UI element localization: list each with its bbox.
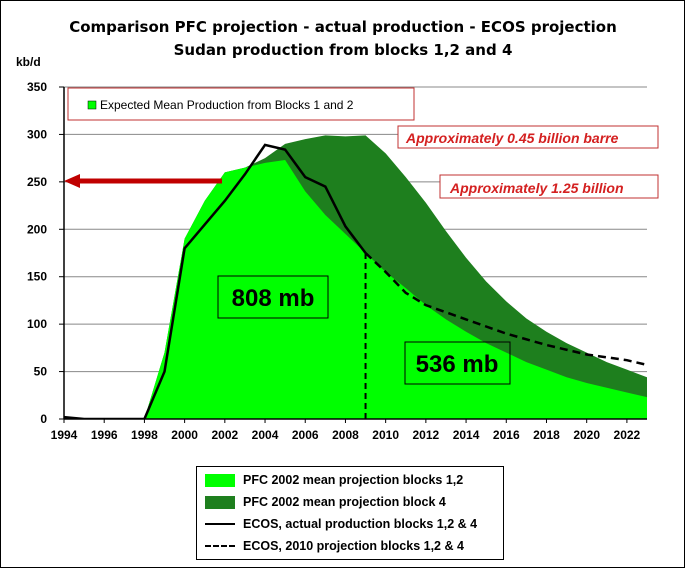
- y-tick-label: 300: [27, 127, 47, 141]
- y-tick-label: 150: [27, 270, 47, 284]
- x-tick-label: 2022: [614, 428, 641, 442]
- x-tick-label: 2008: [332, 428, 359, 442]
- y-tick-label: 200: [27, 222, 47, 236]
- chart-title: Comparison PFC projection - actual produ…: [69, 18, 617, 36]
- x-tick-label: 2006: [292, 428, 319, 442]
- legend-item-pfc-block-4: PFC 2002 mean projection block 4: [205, 493, 446, 511]
- volume-box-2: [404, 341, 511, 385]
- legend-swatch-dashed-line: [205, 545, 235, 547]
- legend-swatch-dark-green: [205, 495, 235, 509]
- legend: PFC 2002 mean projection blocks 1,2 PFC …: [196, 466, 504, 560]
- red-label-box-1: [397, 125, 659, 149]
- x-tick-label: 1998: [131, 428, 158, 442]
- y-tick-label: 350: [27, 80, 47, 94]
- area-pfc-blocks-1-2: [64, 160, 647, 419]
- legend-swatch-light-green: [205, 473, 235, 487]
- legend-label: ECOS, actual production blocks 1,2 & 4: [243, 517, 478, 531]
- red-label-1: Approximately 0.45 billion barre: [405, 130, 619, 146]
- y-tick-label: 50: [34, 365, 48, 379]
- x-tick-label: 2010: [372, 428, 399, 442]
- legend-label: ECOS, 2010 projection blocks 1,2 & 4: [243, 539, 464, 553]
- y-tick-label: 0: [40, 412, 47, 426]
- y-tick-label: 100: [27, 317, 47, 331]
- x-tick-label: 2002: [211, 428, 238, 442]
- volume-label-2: 536 mb: [416, 351, 499, 378]
- plot-area: [64, 135, 647, 419]
- x-tick-label: 2004: [252, 428, 279, 442]
- x-tick-label: 2016: [493, 428, 520, 442]
- legend-label: PFC 2002 mean projection blocks 1,2: [243, 473, 464, 487]
- legend-item-pfc-blocks-1-2: PFC 2002 mean projection blocks 1,2: [205, 471, 463, 489]
- volume-label-1: 808 mb: [232, 285, 315, 312]
- red-label-2: Approximately 1.25 billion: [449, 180, 624, 196]
- annotation-box-swatch: [87, 100, 97, 110]
- x-tick-label: 1994: [51, 428, 78, 442]
- x-tick-label: 1996: [91, 428, 118, 442]
- x-tick-label: 2012: [413, 428, 440, 442]
- y-axis-label: kb/d: [16, 55, 41, 69]
- red-arrow-head: [64, 174, 80, 188]
- legend-item-ecos-projection: ECOS, 2010 projection blocks 1,2 & 4: [205, 537, 464, 555]
- legend-item-ecos-actual: ECOS, actual production blocks 1,2 & 4: [205, 515, 477, 533]
- line-ecos-projection: [364, 252, 647, 367]
- x-tick-label: 2018: [533, 428, 560, 442]
- legend-label: PFC 2002 mean projection block 4: [243, 495, 446, 509]
- annotation-box-expected: [67, 87, 415, 121]
- x-tick-label: 2020: [573, 428, 600, 442]
- x-tick-label: 2000: [171, 428, 198, 442]
- red-label-box-2: [439, 174, 659, 199]
- legend-swatch-solid-line: [205, 523, 235, 525]
- y-tick-label: 250: [27, 175, 47, 189]
- line-ecos-actual: [64, 143, 367, 419]
- x-tick-label: 2014: [453, 428, 480, 442]
- annotation-expected-label: Expected Mean Production from Blocks 1 a…: [100, 98, 354, 112]
- chart-subtitle: Sudan production from blocks 1,2 and 4: [174, 41, 513, 59]
- volume-box-1: [217, 275, 329, 319]
